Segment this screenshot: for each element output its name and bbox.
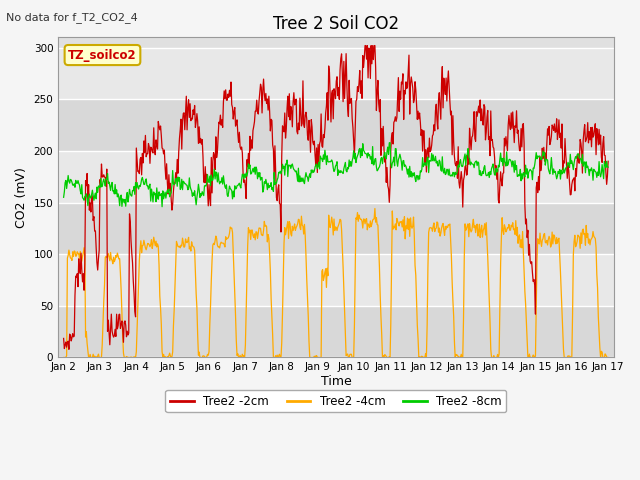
Bar xyxy=(58,203,614,254)
Bar xyxy=(58,254,614,306)
X-axis label: Time: Time xyxy=(321,375,351,388)
Bar xyxy=(58,306,614,358)
Legend: Tree2 -2cm, Tree2 -4cm, Tree2 -8cm: Tree2 -2cm, Tree2 -4cm, Tree2 -8cm xyxy=(165,390,506,412)
Y-axis label: CO2 (mV): CO2 (mV) xyxy=(15,167,28,228)
Text: No data for f_T2_CO2_4: No data for f_T2_CO2_4 xyxy=(6,12,138,23)
Text: TZ_soilco2: TZ_soilco2 xyxy=(68,48,137,61)
Bar xyxy=(58,151,614,203)
Bar xyxy=(58,99,614,151)
Title: Tree 2 Soil CO2: Tree 2 Soil CO2 xyxy=(273,15,399,33)
Bar xyxy=(58,48,614,99)
